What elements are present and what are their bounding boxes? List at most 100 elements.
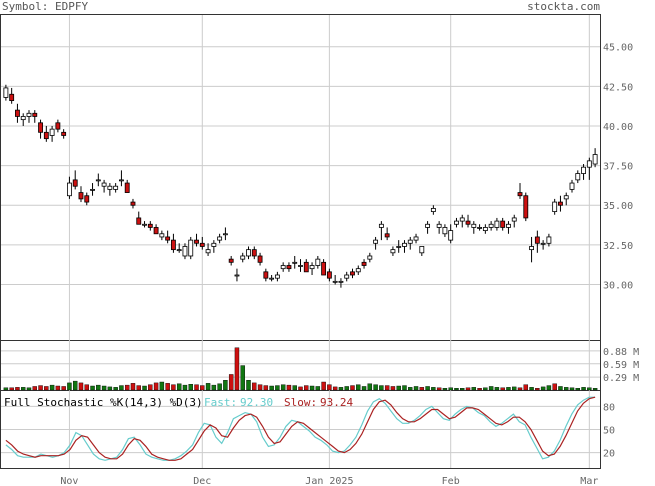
volume-bar-38 <box>223 380 228 391</box>
candle-body-43 <box>251 249 257 257</box>
volume-bar-46 <box>269 385 274 391</box>
volume-bar-48 <box>280 384 286 391</box>
candle-body-1 <box>9 93 15 102</box>
candle-body-4 <box>26 112 32 117</box>
volume-bar-97 <box>564 387 569 391</box>
stoch-slow-line <box>5 396 596 461</box>
volume-bar-54 <box>315 386 321 391</box>
volume-bar-41 <box>240 365 245 391</box>
volume-bar-31 <box>182 384 188 391</box>
volume-bar-98 <box>569 387 575 391</box>
candle-body-92 <box>534 236 540 244</box>
candle-body-88 <box>511 217 517 222</box>
volume-bar-56 <box>327 384 332 391</box>
candle-body-74 <box>430 208 436 212</box>
candle-body-96 <box>558 201 563 206</box>
candle-body-44 <box>257 255 263 263</box>
volume-bar-30 <box>176 383 182 391</box>
volume-bar-3 <box>20 387 26 391</box>
candle-body-2 <box>15 109 20 117</box>
candle-body-87 <box>506 223 511 228</box>
candle-body-69 <box>402 242 407 247</box>
candle-body-53 <box>309 265 315 270</box>
volume-bar-99 <box>575 388 581 391</box>
stoch-tick-2: 20 <box>603 449 615 460</box>
volume-bar-18 <box>107 386 113 391</box>
volume-bar-58 <box>338 387 344 391</box>
volume-bar-66 <box>384 385 390 391</box>
volume-bar-51 <box>298 386 303 391</box>
volume-bar-40 <box>234 347 240 391</box>
volume-tick-0: 0.88 M <box>603 347 639 358</box>
volume-bar-21 <box>124 384 130 391</box>
candle-body-45 <box>263 271 269 279</box>
candle-body-5 <box>32 112 38 117</box>
candle-body-46 <box>269 277 275 280</box>
volume-bar-71 <box>413 386 419 391</box>
candle-body-63 <box>367 255 373 260</box>
candle-body-41 <box>240 255 246 260</box>
candle-body-80 <box>465 220 471 225</box>
month-label-4: Mar <box>580 476 598 486</box>
volume-bar-85 <box>494 387 500 391</box>
price-panel <box>0 14 601 341</box>
candle-body-91 <box>529 246 534 251</box>
stochastic-fast-label: Fast: <box>204 396 237 409</box>
candle-body-28 <box>165 236 171 241</box>
volume-bar-59 <box>344 386 349 391</box>
candle-body-33 <box>194 239 199 244</box>
volume-bar-25 <box>148 384 153 391</box>
candle-body-21 <box>124 182 130 193</box>
volume-bar-26 <box>153 382 159 391</box>
candle-body-84 <box>488 223 494 228</box>
volume-bar-19 <box>113 387 118 391</box>
stoch-fast-line <box>5 396 596 461</box>
candle-body-99 <box>575 173 581 181</box>
volume-bar-43 <box>252 382 257 391</box>
volume-bar-0 <box>3 387 9 391</box>
volume-bar-57 <box>332 386 338 391</box>
price-tick-6: 30.00 <box>603 281 633 292</box>
candle-body-59 <box>344 274 350 279</box>
volume-bar-78 <box>454 388 459 391</box>
volume-bar-44 <box>257 384 263 391</box>
volume-bar-84 <box>488 386 494 391</box>
volume-bar-1 <box>9 387 14 391</box>
volume-bar-92 <box>535 388 540 391</box>
stoch-tick-0: 80 <box>603 402 615 413</box>
candle-body-25 <box>147 223 153 228</box>
candle-body-49 <box>286 265 292 270</box>
candle-body-12 <box>72 179 78 187</box>
volume-bar-47 <box>275 385 280 391</box>
month-label-3: Feb <box>442 476 460 486</box>
candle-body-89 <box>517 192 523 197</box>
stochastic-title: Full Stochastic %K(14,3) %D(3) <box>4 396 203 409</box>
candle-body-31 <box>182 246 188 257</box>
volume-bar-89 <box>517 387 523 391</box>
candle-body-83 <box>482 227 488 232</box>
volume-bar-7 <box>44 386 49 391</box>
volume-bar-15 <box>90 385 95 391</box>
volume-bar-22 <box>130 383 136 391</box>
candle-body-19 <box>113 185 119 190</box>
volume-bar-27 <box>159 381 165 391</box>
candle-body-14 <box>84 195 90 203</box>
volume-bar-95 <box>552 383 557 391</box>
volume-bar-20 <box>119 385 124 391</box>
candle-body-26 <box>153 227 159 235</box>
volume-bar-33 <box>194 384 199 391</box>
candle-body-34 <box>199 242 205 247</box>
volume-bar-64 <box>373 384 378 391</box>
volume-bar-60 <box>350 385 355 391</box>
candle-body-81 <box>471 223 477 228</box>
candle-body-37 <box>217 236 223 241</box>
month-label-0: Nov <box>60 476 78 486</box>
candle-body-52 <box>303 261 309 273</box>
candle-body-16 <box>95 179 101 182</box>
candle-body-39 <box>228 258 234 263</box>
volume-bar-5 <box>32 386 37 391</box>
candle-body-95 <box>552 201 558 212</box>
candle-body-71 <box>413 236 419 241</box>
volume-bar-49 <box>286 384 292 391</box>
